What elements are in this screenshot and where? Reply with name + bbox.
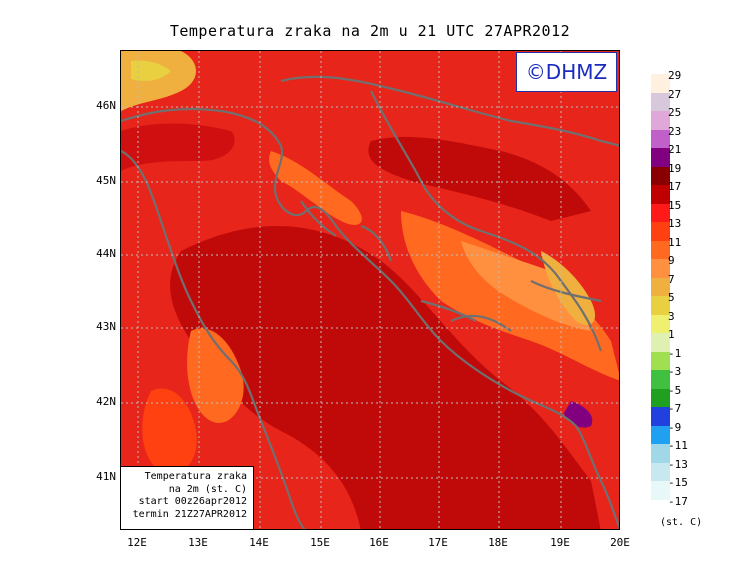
map-svg xyxy=(121,51,619,529)
info-line-4: termin 21Z27APR2012 xyxy=(132,508,247,520)
legend-swatch xyxy=(651,370,670,389)
legend-level-label: -5 xyxy=(668,383,682,397)
legend-level-label: -3 xyxy=(668,365,682,378)
legend-level-label: 27 xyxy=(668,87,682,101)
legend-swatch xyxy=(651,444,670,463)
warm-north-region xyxy=(368,136,591,221)
legend-swatch xyxy=(651,92,670,111)
lon-label: 17E xyxy=(428,536,448,549)
lon-label: 13E xyxy=(188,536,208,549)
legend-level-label: 23 xyxy=(668,124,682,138)
warm-sea-region xyxy=(170,226,601,529)
legend-swatch xyxy=(651,481,670,500)
legend-level-label: 7 xyxy=(668,272,675,286)
legend-swatch xyxy=(651,259,670,278)
legend-level-label: 29 xyxy=(668,69,682,82)
legend-swatch xyxy=(651,277,670,296)
legend-level-label: 3 xyxy=(668,309,675,323)
legend-level-label: -13 xyxy=(668,457,688,471)
legend-swatch xyxy=(651,185,670,204)
legend-swatch xyxy=(651,351,670,370)
legend-swatch xyxy=(651,166,670,185)
lat-label: 44N xyxy=(96,247,116,260)
legend-units: (st. C) xyxy=(660,517,703,528)
legend-swatch xyxy=(651,296,670,315)
lon-label: 12E xyxy=(127,536,147,549)
legend-swatch xyxy=(651,314,670,333)
legend-level-label: 21 xyxy=(668,143,682,156)
lat-label: 43N xyxy=(96,320,116,333)
temperature-map xyxy=(120,50,620,530)
legend-swatch xyxy=(651,74,670,93)
lon-label: 14E xyxy=(249,536,269,549)
legend-level-label: 15 xyxy=(668,198,682,212)
legend-level-label: -17 xyxy=(668,494,688,508)
info-line-3: start 00z26apr2012 xyxy=(138,496,247,507)
legend-swatch xyxy=(651,240,670,259)
alps-coldest-region xyxy=(131,60,171,81)
italy-south-region xyxy=(142,388,197,474)
legend-level-label: 9 xyxy=(668,254,675,267)
legend-level-label: 13 xyxy=(668,217,682,230)
dhmz-logo: ©DHMZ xyxy=(516,52,617,92)
lon-label: 19E xyxy=(550,536,570,549)
legend-swatch xyxy=(651,203,670,222)
legend-swatch xyxy=(651,462,670,481)
legend-level-label: -15 xyxy=(668,476,688,489)
legend-swatch xyxy=(651,388,670,407)
lon-label: 15E xyxy=(310,536,330,549)
legend-swatch xyxy=(651,148,670,167)
legend-swatch xyxy=(651,333,670,352)
lat-label: 41N xyxy=(96,470,116,483)
cooler-inland-region xyxy=(461,241,591,331)
lat-label: 45N xyxy=(96,174,116,187)
legend-swatch xyxy=(651,111,670,130)
legend-level-label: -1 xyxy=(668,346,682,360)
lat-label: 46N xyxy=(96,99,116,112)
bosnia-cold-region xyxy=(541,251,596,325)
legend-level-label: -11 xyxy=(668,439,688,452)
info-box: Temperatura zraka na 2m (st. C) start 00… xyxy=(120,466,254,530)
info-line-1: Temperatura zraka xyxy=(144,471,247,482)
info-line-2: na 2m (st. C) xyxy=(168,483,247,495)
legend-level-label: 17 xyxy=(668,180,682,193)
coastlines xyxy=(121,75,619,529)
legend-swatch xyxy=(651,129,670,148)
italy-cool-region xyxy=(187,328,244,423)
velebit-cool-region xyxy=(269,151,362,225)
lon-label: 20E xyxy=(610,536,630,549)
legend-swatch xyxy=(651,425,670,444)
legend-level-label: -7 xyxy=(668,402,682,415)
warm-northwest-region xyxy=(121,123,235,171)
legend-swatch xyxy=(651,407,670,426)
legend-level-label: 25 xyxy=(668,106,682,119)
legend-swatch xyxy=(651,499,670,518)
grid-lines xyxy=(121,51,619,529)
legend-swatch xyxy=(651,222,670,241)
lat-label: 42N xyxy=(96,395,116,408)
legend-level-label: 5 xyxy=(668,291,675,304)
lon-label: 16E xyxy=(369,536,389,549)
lon-label: 18E xyxy=(488,536,508,549)
legend-level-label: 11 xyxy=(668,235,682,249)
legend-level-label: 1 xyxy=(668,328,675,341)
map-title: Temperatura zraka na 2m u 21 UTC 27APR20… xyxy=(169,22,571,40)
legend-level-label: -9 xyxy=(668,420,682,434)
legend-level-label: 19 xyxy=(668,161,682,175)
